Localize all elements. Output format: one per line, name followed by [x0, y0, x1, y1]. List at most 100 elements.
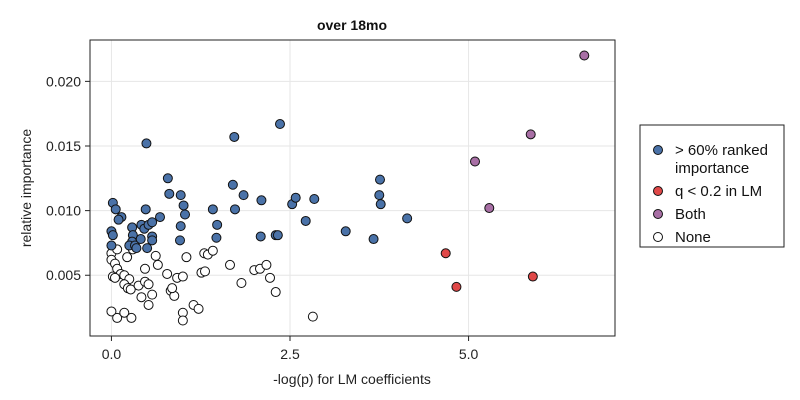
x-tick-label: 5.0 — [459, 346, 479, 362]
data-point — [225, 259, 235, 270]
legend-label: None — [675, 229, 711, 246]
data-point — [470, 156, 480, 167]
data-point — [140, 204, 151, 215]
data-point — [162, 268, 173, 279]
data-point — [180, 209, 190, 220]
x-tick-label: 0.0 — [102, 346, 122, 362]
data-point — [143, 299, 154, 310]
data-point — [402, 213, 413, 224]
data-point — [142, 243, 153, 254]
data-point — [135, 234, 146, 245]
data-point — [155, 212, 165, 223]
data-point — [238, 190, 249, 201]
y-axis: 0.005 0.010 0.015 0.020 — [46, 73, 90, 283]
legend-marker — [653, 232, 663, 242]
data-point — [374, 190, 385, 201]
data-point — [525, 129, 536, 140]
data-point — [175, 190, 186, 201]
data-point — [177, 271, 188, 282]
data-point — [126, 312, 137, 323]
data-point — [110, 272, 120, 283]
data-point — [110, 204, 121, 215]
x-axis-label: -log(p) for LM coefficients — [273, 371, 431, 387]
data-point — [107, 230, 118, 241]
data-point — [147, 235, 158, 246]
data-point — [340, 226, 351, 237]
y-axis-label: relative importance — [18, 129, 34, 247]
data-point — [207, 245, 218, 256]
data-point — [451, 281, 462, 292]
data-point — [131, 243, 142, 254]
data-point — [125, 284, 136, 295]
data-point — [527, 271, 538, 282]
x-tick-label: 2.5 — [280, 346, 300, 362]
data-point — [193, 303, 204, 314]
data-point — [106, 306, 117, 317]
legend-label: > 60% ranked — [675, 142, 768, 159]
data-point — [368, 234, 379, 245]
x-axis: 0.0 2.5 5.0 — [102, 336, 479, 362]
data-point — [147, 289, 158, 300]
data-point — [141, 138, 152, 149]
data-point — [167, 283, 178, 294]
plot-frame — [89, 39, 616, 337]
data-point — [255, 231, 266, 242]
legend-marker — [653, 186, 663, 196]
data-point — [113, 214, 124, 225]
data-point — [152, 259, 163, 270]
data-point — [207, 204, 218, 215]
data-point — [140, 263, 150, 274]
data-point — [307, 311, 318, 322]
legend-label: Both — [675, 206, 706, 223]
y-tick-label: 0.005 — [46, 267, 81, 283]
data-points — [106, 50, 590, 326]
data-point — [309, 193, 320, 204]
data-point — [230, 204, 240, 215]
data-point — [175, 221, 186, 232]
y-tick-label: 0.015 — [46, 138, 81, 154]
data-point — [212, 219, 223, 230]
data-point — [122, 252, 133, 263]
data-point — [375, 199, 386, 210]
legend-marker — [653, 145, 663, 155]
data-point — [270, 287, 281, 298]
data-point — [211, 232, 222, 243]
data-point — [175, 235, 185, 246]
data-point — [300, 215, 311, 226]
chart-title: over 18mo — [317, 17, 387, 33]
data-point — [178, 200, 189, 211]
legend-marker — [653, 209, 663, 219]
data-point — [106, 240, 117, 251]
legend-label: q < 0.2 in LM — [675, 183, 762, 200]
y-tick-label: 0.020 — [46, 73, 81, 89]
data-point — [440, 248, 451, 259]
data-point — [290, 192, 301, 203]
data-point — [375, 174, 385, 185]
data-point — [162, 173, 173, 184]
legend-frame — [639, 124, 785, 248]
data-point — [177, 315, 188, 326]
data-point — [256, 195, 267, 206]
data-point — [143, 279, 154, 290]
data-point — [200, 266, 210, 277]
data-point — [229, 131, 240, 142]
data-point — [272, 230, 283, 241]
data-point — [147, 217, 158, 228]
data-point — [119, 307, 130, 318]
data-point — [275, 119, 285, 130]
data-point — [164, 188, 175, 199]
data-point — [181, 252, 192, 263]
data-point — [579, 50, 590, 61]
data-point — [136, 292, 147, 303]
y-tick-label: 0.010 — [46, 203, 81, 219]
data-point — [484, 203, 495, 214]
data-point — [236, 278, 247, 289]
data-point — [261, 259, 272, 270]
data-point — [265, 272, 275, 283]
data-point — [150, 250, 161, 261]
legend-label: importance — [675, 160, 749, 177]
data-point — [112, 312, 123, 323]
data-point — [227, 179, 238, 190]
